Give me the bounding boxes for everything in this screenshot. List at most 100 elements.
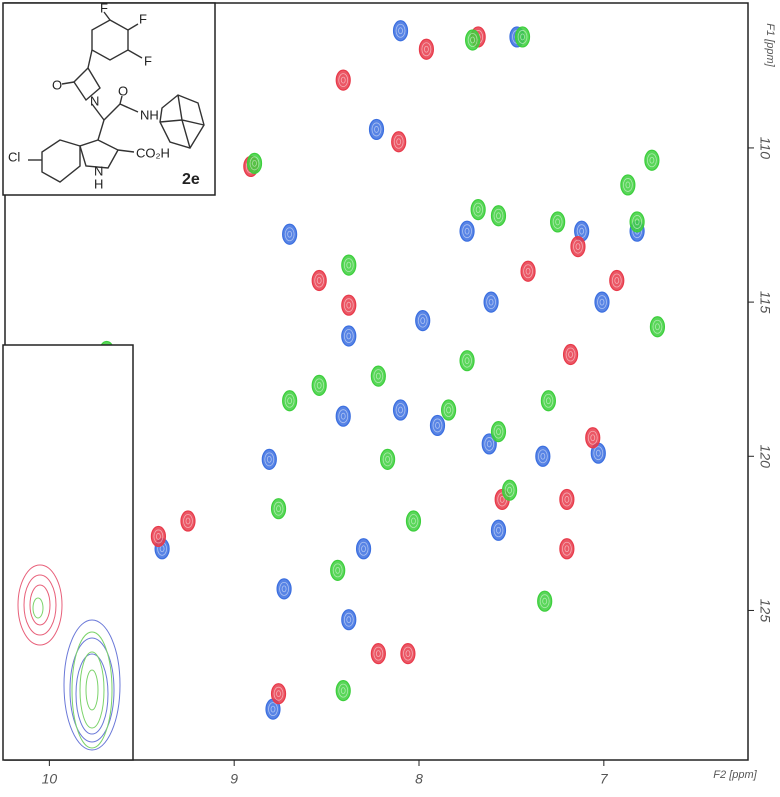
peak-contour	[424, 45, 429, 53]
peak	[180, 510, 196, 532]
peak	[341, 294, 357, 316]
peak-contour	[470, 36, 476, 44]
peak	[400, 643, 416, 665]
peak-contour	[496, 428, 501, 436]
peak-contour	[284, 393, 295, 408]
peak-contour	[252, 159, 257, 167]
peak	[535, 445, 551, 467]
peak	[585, 427, 601, 449]
atom-label: Cl	[8, 149, 20, 164]
bond	[117, 149, 135, 153]
peak-contour	[395, 403, 406, 417]
peak	[379, 448, 396, 470]
peak-contour	[279, 581, 289, 596]
peak-contour	[276, 690, 281, 698]
peak-contour	[507, 486, 512, 494]
peak	[483, 291, 499, 313]
peak-contour	[338, 73, 349, 87]
bond	[97, 119, 105, 141]
x-axis-label: F2 [ppm]	[713, 769, 757, 781]
peak	[470, 198, 486, 221]
peak-contour	[652, 319, 663, 334]
zoom-contour	[63, 619, 121, 751]
peak-contour	[488, 298, 494, 306]
peak	[559, 488, 575, 511]
peak-contour	[335, 566, 341, 574]
peak-contour	[432, 418, 443, 433]
peak-contour	[632, 215, 643, 229]
peak-contour	[462, 224, 472, 239]
atom-label: NH	[140, 107, 159, 122]
bond	[87, 49, 93, 69]
peak	[537, 590, 553, 612]
peak-contour	[564, 496, 570, 503]
peak-contour	[375, 372, 381, 380]
peak	[335, 680, 351, 702]
peak	[490, 205, 507, 227]
peak-contour	[496, 212, 501, 220]
peak-contour	[590, 434, 596, 442]
peak	[540, 390, 556, 412]
peak-contour	[552, 215, 563, 229]
peak-contour	[346, 301, 352, 309]
peak-contour	[408, 514, 419, 528]
bond	[119, 95, 123, 105]
peak-contour	[573, 239, 583, 254]
peak	[501, 479, 518, 501]
bond	[103, 11, 111, 21]
peak	[276, 578, 292, 600]
peak-contour	[371, 122, 382, 137]
peak-contour	[540, 452, 546, 460]
zoom-contour	[85, 669, 99, 711]
pyrrole	[79, 139, 119, 169]
y-tick-label: 115	[757, 291, 773, 314]
peak	[370, 643, 386, 665]
peak	[335, 405, 351, 427]
peak-contour	[634, 218, 640, 226]
peak	[490, 519, 507, 541]
ring	[91, 19, 129, 61]
peak-contour	[504, 483, 515, 498]
peak-contour	[403, 646, 413, 661]
atom-label: H	[94, 176, 103, 191]
peak-contour	[587, 430, 598, 445]
peak	[391, 131, 407, 153]
atom-label: O	[118, 83, 128, 98]
peak-contour	[625, 181, 631, 189]
peak-contour	[486, 440, 492, 448]
peak-contour	[361, 545, 366, 553]
peak-contour	[473, 202, 484, 217]
peak-contour	[411, 517, 416, 525]
peak-contour	[276, 505, 281, 513]
peak	[335, 69, 351, 91]
peak	[459, 220, 475, 242]
x-tick-label: 7	[600, 771, 609, 787]
zoom-contour	[79, 651, 105, 729]
zoom-contour	[32, 597, 44, 619]
atom-label: F	[144, 53, 152, 68]
peak-contour	[346, 261, 352, 269]
peak-contour	[435, 422, 440, 429]
peak	[594, 291, 610, 313]
peak-contour	[156, 533, 161, 540]
peak-contour	[393, 134, 404, 149]
peak-contour	[568, 351, 573, 358]
zoom-contour	[71, 631, 113, 749]
peak-contour	[281, 585, 287, 593]
peak-contour	[564, 545, 570, 553]
zoom-contour	[17, 564, 63, 646]
atom-label: CO₂H	[136, 145, 170, 160]
peak-contour	[622, 178, 633, 192]
peak	[465, 29, 481, 51]
zoom-inset	[2, 344, 134, 761]
peak	[392, 399, 409, 421]
peak-contour	[464, 227, 470, 235]
peak	[270, 683, 287, 705]
peak-contour	[266, 455, 272, 463]
peak-contour	[597, 295, 607, 309]
peak	[415, 310, 431, 332]
peak-contour	[420, 317, 426, 325]
peak-contour	[542, 597, 548, 605]
peak-contour	[398, 27, 403, 35]
peak	[282, 390, 298, 412]
